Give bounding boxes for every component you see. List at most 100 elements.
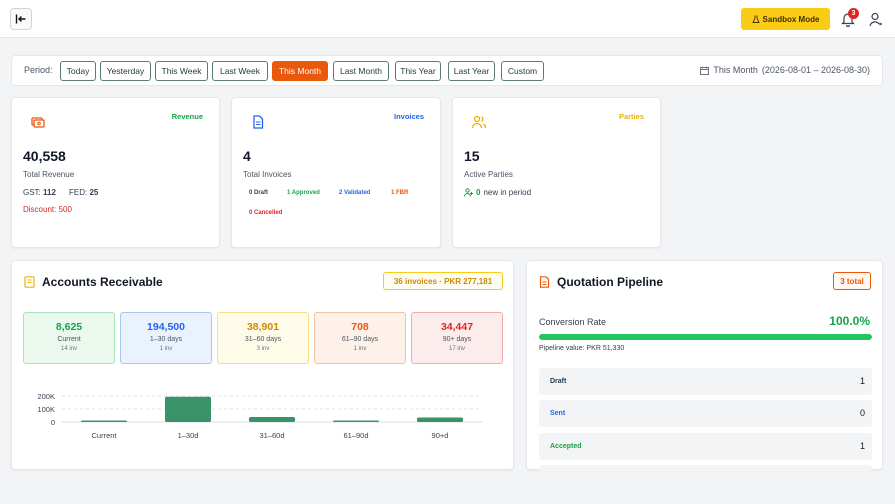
top-bar: Sandbox Mode 3 (0, 0, 895, 38)
parties-card: Parties 15 Active Parties 0 new in perio… (452, 97, 661, 248)
new-parties-info: 0 new in period (464, 188, 531, 197)
chart-x-tick-label: Current (91, 431, 117, 440)
aging-bucket-61-90: 708 61–90 days 1 inv (314, 312, 406, 364)
flask-icon (751, 15, 760, 23)
bucket-label: 31–60 days (244, 336, 282, 343)
bucket-count: 17 inv (448, 346, 465, 352)
aging-bucket-90-plus: 34,447 90+ days 17 inv (411, 312, 503, 364)
bucket-count: 1 inv (159, 346, 173, 352)
bucket-value: 194,500 (147, 321, 185, 333)
invoices-tag: Invoices (393, 112, 424, 121)
quotation-document-icon (539, 276, 550, 288)
bucket-value: 708 (351, 321, 369, 333)
period-last-week-button[interactable]: Last Week (212, 61, 268, 81)
aging-bucket-31-60: 38,901 31–60 days 3 inv (217, 312, 309, 364)
approved-pill: 1 Approved (287, 190, 320, 196)
accounts-receivable-title: Accounts Receivable (42, 275, 163, 289)
conversion-progress-bar (539, 334, 872, 340)
calendar-icon (700, 66, 710, 75)
collapse-icon (15, 14, 26, 24)
pipeline-stage-accepted[interactable]: Accepted 1 (539, 433, 872, 460)
chart-x-tick-label: 90+d (432, 431, 449, 440)
revenue-label: Total Revenue (23, 170, 75, 179)
bucket-count: 14 inv (60, 346, 77, 352)
conversion-progress-fill (539, 334, 872, 340)
receipt-icon (24, 276, 35, 288)
accounts-receivable-panel: Accounts Receivable 36 invoices · PKR 27… (11, 260, 514, 470)
bucket-label: 61–90 days (341, 336, 379, 343)
revenue-tag: Revenue (171, 112, 203, 121)
user-plus-icon (464, 188, 473, 197)
stage-name: Draft (550, 378, 567, 385)
receivable-aging-chart: 200K 100K 0 Current 1–30d 31–60d 61–90d 90+d (37, 392, 482, 440)
collapse-sidebar-button[interactable] (10, 8, 32, 30)
parties-tag: Parties (618, 112, 644, 121)
bucket-value: 34,447 (440, 321, 474, 333)
bucket-value: 8,625 (55, 321, 83, 333)
new-parties-count: 0 (476, 188, 481, 197)
bucket-label: 90+ days (442, 336, 472, 343)
fed-value: 25 (89, 188, 99, 197)
chart-bar-1 (165, 396, 211, 422)
chart-x-tick-label: 1–30d (178, 431, 199, 440)
period-yesterday-button[interactable]: Yesterday (100, 61, 151, 81)
sandbox-mode-button[interactable]: Sandbox Mode (741, 8, 830, 30)
pipeline-stage-sent[interactable]: Sent 0 (539, 400, 872, 427)
users-icon (471, 115, 487, 129)
bucket-label: 1–30 days (149, 336, 183, 343)
pipeline-stage-partial (539, 465, 872, 471)
bucket-value: 38,901 (246, 321, 280, 333)
cash-icon (31, 117, 45, 128)
period-last-month-button[interactable]: Last Month (333, 61, 389, 81)
period-today-button[interactable]: Today (60, 61, 96, 81)
notification-count-badge: 3 (848, 8, 859, 19)
receivable-summary-badge: 36 invoices · PKR 277,181 (383, 272, 503, 290)
bucket-count: 1 inv (353, 346, 367, 352)
user-icon[interactable] (869, 12, 883, 27)
parties-value: 15 (464, 148, 480, 164)
chart-bar-3 (333, 420, 379, 422)
stage-count: 1 (859, 376, 865, 386)
pipeline-stage-draft[interactable]: Draft 1 (539, 368, 872, 395)
gst-info: GST: 112 (23, 188, 56, 197)
revenue-value: 40,558 (23, 148, 66, 164)
period-this-week-button[interactable]: This Week (155, 61, 208, 81)
revenue-card: Revenue 40,558 Total Revenue GST: 112 FE… (11, 97, 220, 248)
conversion-rate-label: Conversion Rate (539, 317, 607, 327)
aging-bucket-1-30: 194,500 1–30 days 1 inv (120, 312, 212, 364)
bucket-count: 3 inv (256, 346, 270, 352)
fed-label: FED: (69, 188, 88, 197)
fed-info: FED: 25 (69, 188, 98, 197)
chart-y-tick-label: 200K (37, 392, 55, 401)
discount-value: Discount: 500 (23, 205, 72, 214)
validated-pill: 2 Validated (339, 190, 371, 196)
invoices-value: 4 (243, 148, 251, 164)
new-parties-label: new in period (483, 188, 532, 197)
pipeline-value: Pipeline value: PKR 51,330 (539, 345, 625, 352)
cancelled-pill: 0 Cancelled (249, 210, 283, 216)
quotation-total-badge: 3 total (833, 272, 871, 290)
period-range-dates: (2026-08-01 – 2026-08-30) (761, 65, 870, 75)
chart-bar-4 (417, 417, 463, 422)
parties-label: Active Parties (464, 170, 513, 179)
conversion-rate-value: 100.0% (829, 314, 870, 328)
stage-count: 1 (859, 441, 865, 451)
chart-x-tick-label: 31–60d (259, 431, 284, 440)
quotation-pipeline-title: Quotation Pipeline (557, 275, 664, 289)
period-custom-button[interactable]: Custom (501, 61, 544, 81)
stage-name: Sent (550, 410, 566, 417)
draft-pill: 0 Draft (249, 190, 269, 196)
bucket-label: Current (57, 336, 81, 343)
chart-y-tick-label: 100K (37, 405, 55, 414)
chart-x-tick-label: 61–90d (343, 431, 368, 440)
sandbox-mode-label: Sandbox Mode (762, 14, 820, 24)
period-this-year-button[interactable]: This Year (395, 61, 441, 81)
period-range-name: This Month (713, 65, 758, 75)
chart-y-tick-label: 0 (51, 418, 55, 427)
quotation-pipeline-panel: Quotation Pipeline 3 total Conversion Ra… (526, 260, 883, 471)
document-icon (253, 115, 264, 129)
period-this-month-button[interactable]: This Month (272, 61, 328, 81)
stage-name: Accepted (550, 443, 582, 450)
period-last-year-button[interactable]: Last Year (448, 61, 495, 81)
period-filter-bar: Period: Today Yesterday This Week Last W… (11, 55, 883, 86)
